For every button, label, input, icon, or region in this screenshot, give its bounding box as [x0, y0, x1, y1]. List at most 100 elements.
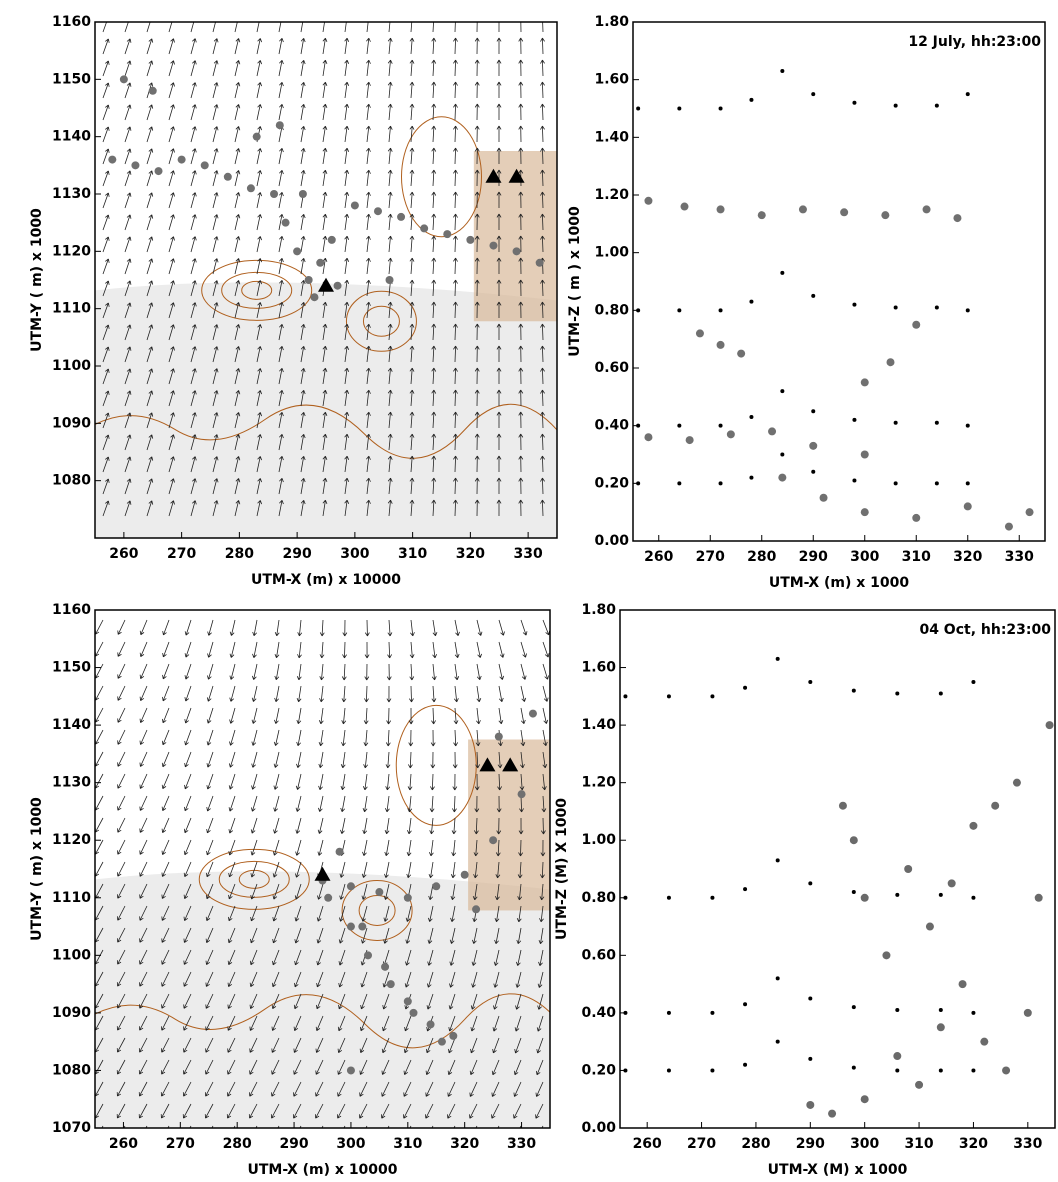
wind-vector	[474, 477, 480, 495]
x-tick-label: 310	[398, 546, 427, 562]
wind-vector	[234, 478, 241, 495]
wind-vector	[474, 411, 480, 429]
particle	[1012, 778, 1021, 787]
wind-vector	[344, 433, 350, 451]
wind-vector	[234, 346, 241, 363]
wind-vector	[428, 839, 434, 857]
trajectory-dot	[718, 308, 723, 313]
y-tick-label: 1.20	[594, 187, 629, 203]
particle	[838, 801, 847, 810]
wind-vector	[229, 707, 236, 724]
wind-vector	[184, 641, 192, 658]
wind-vector	[300, 125, 306, 143]
wind-vector	[539, 905, 544, 923]
wind-vector	[168, 346, 175, 363]
wind-vector	[339, 883, 346, 900]
wind-vector	[431, 81, 437, 99]
wind-vector	[387, 455, 393, 473]
wind-vector	[294, 927, 302, 944]
wind-vector	[344, 477, 350, 495]
wind-vector	[453, 455, 458, 473]
wind-vector	[361, 927, 368, 944]
wind-vector	[184, 663, 192, 680]
wind-vector	[514, 1037, 522, 1054]
wind-vector	[146, 368, 154, 385]
wind-vector	[496, 103, 502, 121]
wind-vector	[95, 839, 104, 855]
wind-vector	[453, 125, 458, 143]
y-axis-label: UTM-Y ( m) x 1000	[29, 797, 45, 941]
wind-vector	[250, 927, 258, 944]
x-tick-label: 290	[279, 1136, 308, 1152]
wind-vector	[362, 795, 368, 813]
wind-vector	[139, 883, 148, 899]
wind-vector	[452, 795, 457, 813]
wind-vector	[340, 773, 346, 791]
trajectory-dot	[893, 420, 898, 425]
wind-vector	[363, 729, 369, 747]
wind-vector	[314, 1103, 324, 1119]
wind-vector	[431, 477, 437, 495]
wind-vector	[146, 38, 154, 55]
wind-vector	[95, 795, 104, 811]
wind-vector	[518, 213, 524, 231]
wind-vector	[431, 367, 437, 385]
wind-vector	[184, 619, 192, 636]
wind-vector	[381, 1037, 390, 1054]
wind-vector	[537, 993, 544, 1010]
particle	[364, 951, 372, 960]
wind-vector	[431, 103, 437, 121]
particle	[969, 821, 978, 830]
wind-vector	[162, 641, 170, 658]
wind-vector	[146, 280, 154, 297]
wind-vector	[207, 663, 214, 680]
trajectory-dot	[938, 691, 943, 696]
wind-vector	[384, 861, 390, 878]
wind-vector	[359, 1059, 368, 1075]
wind-vector	[431, 345, 437, 363]
wind-vector	[516, 927, 522, 945]
wind-vector	[205, 883, 214, 900]
wind-vector	[117, 729, 126, 745]
wind-vector	[405, 927, 412, 944]
wind-vector	[184, 795, 192, 812]
trajectory-dot	[971, 679, 976, 684]
trajectory-dot	[971, 1068, 976, 1073]
wind-vector	[535, 1103, 544, 1119]
wind-vector	[519, 795, 524, 813]
trajectory-dot	[934, 481, 939, 486]
wind-vector	[190, 22, 195, 33]
wind-vector	[317, 795, 324, 812]
wind-vector	[256, 390, 263, 407]
wind-vector	[341, 663, 347, 681]
wind-vector	[278, 324, 284, 341]
plot-area	[623, 656, 1054, 1118]
wind-vector	[102, 456, 110, 473]
wind-vector	[272, 883, 280, 900]
wind-vector	[454, 22, 456, 33]
wind-vector	[386, 685, 392, 703]
wind-vector	[322, 455, 328, 473]
wind-vector	[472, 927, 478, 944]
wind-vector	[204, 1103, 214, 1119]
wind-vector	[496, 191, 502, 209]
x-tick-label: 330	[514, 546, 543, 562]
wind-vector	[95, 773, 104, 789]
wind-vector	[453, 279, 458, 297]
wind-vector	[339, 905, 346, 922]
particle	[472, 905, 481, 914]
wind-vector	[344, 345, 350, 363]
particle	[819, 493, 828, 502]
wind-vector	[388, 22, 391, 33]
wind-vector	[212, 500, 219, 517]
x-tick-label: 270	[167, 546, 196, 562]
wind-vector	[139, 905, 148, 921]
wind-vector	[535, 1059, 544, 1076]
particle	[1025, 508, 1034, 517]
particle	[409, 1008, 418, 1017]
wind-vector	[124, 38, 132, 55]
x-tick-label: 300	[850, 1136, 879, 1152]
wind-vector	[278, 258, 284, 275]
wind-vector	[297, 641, 302, 659]
